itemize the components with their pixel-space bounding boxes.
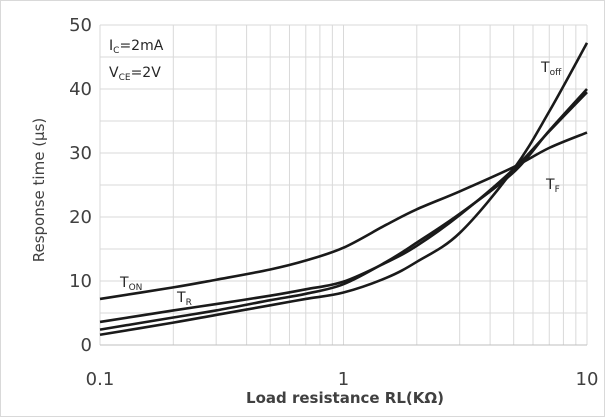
series-label-t-off: Toff (540, 60, 562, 78)
x-tick-label: 10 (576, 369, 599, 390)
series-label-t-r: TR (176, 290, 192, 308)
y-tick-label: 50 (69, 15, 92, 36)
tick-labels: 0 10 20 30 40 50 0.1 1 10 (69, 15, 598, 390)
y-tick-label: 20 (69, 207, 92, 228)
series-line-t-f (99, 88, 588, 331)
x-axis-title: Load resistance RL(KΩ) (246, 389, 444, 407)
y-axis-title: Response time (μs) (30, 118, 48, 263)
annotations: IC=2mA VCE=2V TON TR TF Toff (109, 38, 562, 308)
condition-vce: VCE=2V (109, 65, 161, 83)
series-lines (99, 42, 589, 337)
x-tick-label: 1 (338, 369, 349, 390)
grid (99, 24, 588, 346)
series-label-t-on: TON (119, 275, 142, 293)
condition-ic: IC=2mA (109, 38, 164, 56)
series-label-t-f: TF (545, 177, 560, 195)
y-tick-label: 30 (69, 143, 92, 164)
y-tick-label: 0 (81, 335, 92, 356)
series-line-t-off (99, 42, 589, 337)
y-tick-label: 10 (69, 271, 92, 292)
y-tick-label: 40 (69, 79, 92, 100)
x-tick-label: 0.1 (86, 369, 115, 390)
